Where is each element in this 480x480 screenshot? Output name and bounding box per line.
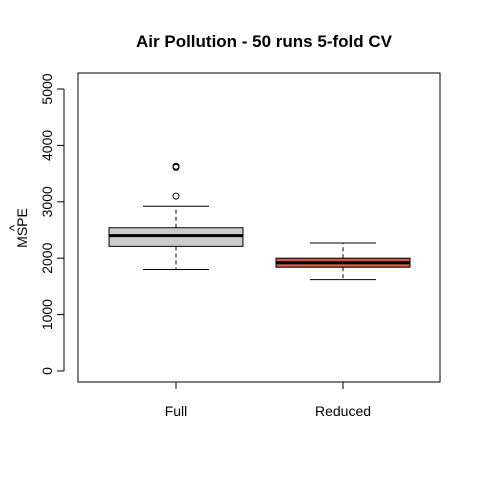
boxes-group [108,162,411,281]
y-axis-label-hat: ^ [6,224,22,231]
x-tick-label-reduced: Reduced [315,403,371,419]
y-axis-label: MSPE [14,208,30,248]
y-tick-label-5: 5000 [39,73,55,104]
y-tick-label-4: 4000 [39,130,55,161]
chart-title: Air Pollution - 50 runs 5-fold CV [136,32,393,51]
x-axis: Full Reduced [165,381,371,419]
y-axis-label-group: MSPE ^ [6,208,30,248]
y-axis: 0 1000 2000 3000 4000 5000 [39,73,65,375]
outlier-full-0 [172,192,180,200]
y-tick-label-2: 2000 [39,242,55,273]
y-tick-label-0: 0 [39,367,55,375]
y-tick-label-1: 1000 [39,299,55,330]
y-tick-label-3: 3000 [39,186,55,217]
box-full [108,162,244,270]
box-reduced [275,242,411,281]
outlier-full-2 [172,162,180,170]
x-tick-label-full: Full [165,403,188,419]
